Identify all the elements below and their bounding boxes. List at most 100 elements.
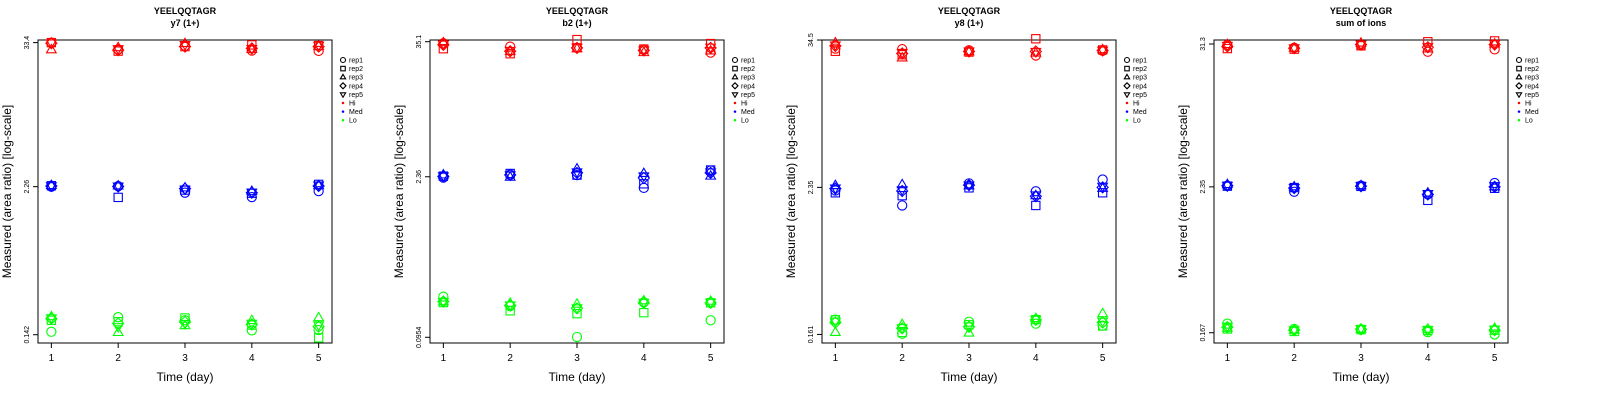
data-point-hi-rep5 [638, 46, 650, 57]
legend-label: rep1 [1133, 58, 1147, 65]
data-point-lo-rep5 [963, 322, 975, 333]
data-point-lo-rep3 [1288, 323, 1300, 334]
legend-label: rep1 [1525, 58, 1539, 65]
legend-rep3-symbol [731, 73, 739, 80]
x-axis-label: Time (day) [549, 370, 606, 384]
data-point-hi-rep3 [45, 43, 58, 54]
legend-label: rep2 [1133, 66, 1147, 73]
data-point-lo-rep1 [313, 324, 324, 336]
x-tick-label: 5 [316, 353, 322, 364]
data-point-lo-rep5 [704, 298, 717, 309]
data-point-lo-rep5 [45, 314, 58, 325]
x-tick-label: 1 [1225, 353, 1231, 364]
data-point-lo-rep3 [829, 326, 842, 336]
data-point-med-rep2 [46, 181, 57, 191]
legend-lo-dot [1517, 118, 1521, 122]
legend-rep2-symbol [1124, 65, 1130, 72]
y-axis-label: Measured (area ratio) [log-scale] [392, 105, 406, 278]
x-tick-label: 4 [641, 353, 647, 364]
legend-rep5-symbol [1515, 92, 1523, 99]
x-axis-label: Time (day) [941, 370, 998, 384]
data-point-lo-rep5 [1030, 315, 1042, 326]
data-point-med-rep5 [1221, 181, 1234, 192]
legend-lo-dot [733, 118, 737, 122]
data-point-lo-rep1 [246, 325, 257, 336]
data-point-lo-rep5 [638, 298, 650, 309]
legend-rep4-symbol [1515, 82, 1523, 90]
data-point-lo-rep2 [313, 333, 324, 343]
legend-label: rep5 [1525, 92, 1539, 99]
data-point-med-rep5 [45, 182, 58, 193]
legend-label: rep4 [1133, 83, 1147, 90]
data-point-hi-rep3 [246, 43, 258, 53]
data-point-hi-rep2 [1031, 34, 1041, 44]
legend-label: rep1 [349, 58, 363, 65]
legend-label: rep5 [1133, 92, 1147, 99]
data-point-med-rep3 [896, 178, 908, 189]
data-point-med-rep2 [1031, 200, 1041, 211]
data-point-lo-rep5 [1096, 317, 1109, 328]
legend-label: rep5 [741, 92, 755, 99]
data-point-med-rep1 [1097, 174, 1108, 185]
data-point-med-rep5 [963, 181, 975, 192]
data-point-med-rep5 [179, 185, 191, 196]
y-tick-label: 2.26 [24, 180, 31, 194]
data-point-hi-rep5 [1288, 44, 1300, 55]
data-point-lo-rep5 [437, 297, 450, 308]
data-point-med-rep1 [1030, 186, 1041, 197]
legend-label: rep1 [741, 58, 755, 65]
data-point-lo-rep1 [705, 315, 716, 326]
legend-rep1-symbol [1515, 56, 1523, 64]
data-point-hi-rep4 [178, 40, 192, 53]
data-point-hi-rep5 [45, 39, 58, 50]
y-tick-label: 33.4 [24, 36, 31, 50]
x-tick-label: 2 [1291, 353, 1297, 364]
data-point-hi-rep1 [313, 45, 324, 57]
data-point-hi-rep5 [963, 47, 975, 58]
y-tick-label: 2.36 [416, 170, 423, 184]
legend-label: rep2 [1525, 66, 1539, 73]
data-point-med-rep4 [637, 171, 651, 185]
data-point-lo-rep2 [639, 307, 649, 318]
legend-rep2-symbol [340, 65, 346, 72]
data-point-med-rep5 [1422, 190, 1434, 200]
legend-label: Lo [1525, 118, 1533, 125]
data-point-med-rep3 [1355, 179, 1367, 190]
data-point-med-rep5 [1096, 182, 1109, 193]
data-point-lo-rep2 [180, 313, 190, 323]
data-point-med-rep3 [638, 167, 650, 178]
data-point-hi-rep5 [1221, 41, 1234, 52]
data-point-lo-rep5 [179, 319, 191, 330]
data-point-hi-rep5 [1422, 43, 1434, 54]
data-point-med-rep2 [897, 190, 907, 201]
data-point-lo-rep1 [571, 331, 583, 343]
chart-panel-3: YEELQQTAGR y8 (1+) 1 2 3 4 5 0.161 2.35 34.5 Time … [784, 6, 1147, 384]
data-point-med-rep1 [313, 185, 324, 197]
x-tick-label: 2 [507, 353, 513, 364]
data-point-lo-rep4 [111, 317, 125, 330]
chart-subtitle: y8 (1+) [955, 18, 984, 28]
data-point-med-rep5 [1030, 191, 1042, 202]
data-point-med-rep3 [1488, 180, 1501, 191]
data-point-lo-rep2 [897, 327, 907, 338]
legend-label: Hi [1525, 101, 1532, 108]
data-point-lo-rep3 [437, 295, 450, 306]
data-point-med-rep3 [179, 181, 191, 192]
legend-rep5-symbol [339, 92, 347, 99]
legend-label: Hi [1133, 101, 1140, 108]
legend-label: Med [1133, 109, 1147, 116]
x-tick-label: 3 [182, 353, 188, 364]
legend-rep3-symbol [1123, 73, 1131, 80]
data-point-hi-rep5 [571, 43, 583, 54]
data-point-hi-rep5 [1355, 40, 1367, 51]
data-point-med-rep5 [1488, 182, 1501, 193]
data-point-hi-rep3 [1096, 43, 1109, 54]
data-point-lo-rep3 [246, 314, 258, 325]
data-point-lo-rep2 [572, 308, 582, 319]
data-point-lo-rep1 [438, 291, 449, 302]
x-tick-label: 4 [1425, 353, 1431, 364]
legend-rep1-symbol [339, 56, 347, 64]
data-point-med-rep5 [1355, 182, 1367, 193]
legend-hi-dot [1517, 101, 1521, 105]
legend-label: Med [741, 109, 755, 116]
